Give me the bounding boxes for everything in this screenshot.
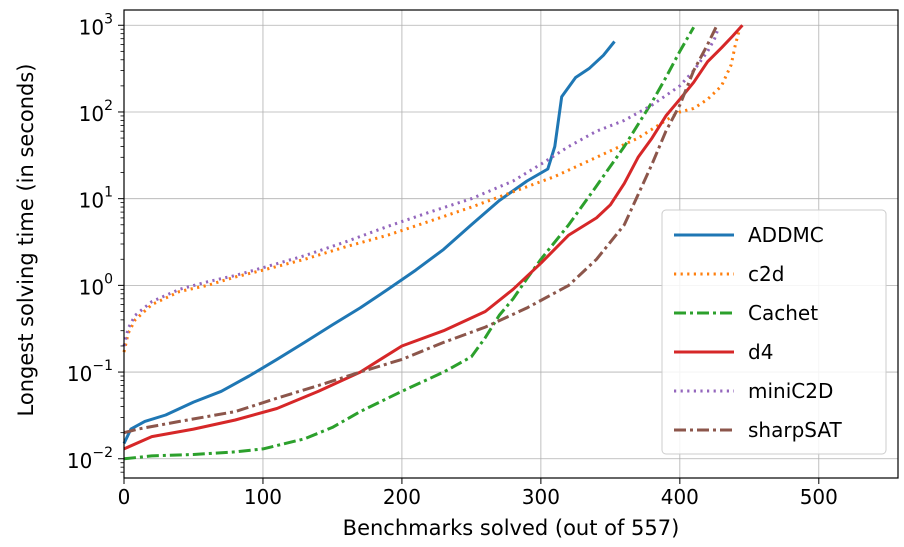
- series-lines: [122, 24, 744, 461]
- y-axis-label: Longest solving time (in seconds): [14, 64, 38, 417]
- x-tick-label: 200: [383, 485, 421, 509]
- legend: ADDMC c2d Cachet d4 miniC2D sharpSAT: [661, 209, 887, 455]
- y-tick-exponent: −1: [92, 358, 113, 374]
- y-tick-base: 10: [79, 102, 104, 126]
- y-tick-exponent: 2: [104, 98, 113, 114]
- y-tick-label: 103: [79, 11, 113, 39]
- x-tick-label: 400: [661, 485, 699, 509]
- y-tick-exponent: 0: [104, 271, 113, 287]
- x-tick-label: 500: [800, 485, 838, 509]
- series-line-addmc: [122, 40, 616, 445]
- y-tick-base: 10: [79, 275, 104, 299]
- legend-label: sharpSAT: [748, 418, 842, 442]
- x-tick-label: 300: [522, 485, 560, 509]
- x-tick-label: 0: [118, 485, 131, 509]
- series-line-sharpsat: [123, 26, 718, 435]
- y-tick-label: 100: [79, 271, 113, 299]
- series-line-minic2d: [122, 26, 721, 347]
- legend-label: d4: [748, 340, 773, 364]
- y-tick-label: 102: [79, 98, 113, 126]
- x-axis-label: Benchmarks solved (out of 557): [343, 516, 680, 540]
- y-tick-label: 10−1: [67, 358, 113, 386]
- y-tick-base: 10: [79, 15, 104, 39]
- legend-label: ADDMC: [748, 223, 824, 247]
- y-tick-base: 10: [67, 449, 92, 473]
- series-line-cachet: [123, 26, 696, 461]
- y-tick-exponent: 3: [104, 11, 113, 27]
- legend-label: Cachet: [748, 301, 818, 325]
- legend-box: [661, 209, 887, 455]
- y-tick-exponent: −2: [92, 445, 113, 461]
- series-line-c2d: [122, 28, 742, 353]
- legend-label: c2d: [748, 262, 784, 286]
- x-tick-label: 100: [244, 485, 282, 509]
- series-line-d4: [123, 24, 744, 451]
- y-tick-exponent: 1: [104, 185, 113, 201]
- y-tick-base: 10: [67, 362, 92, 386]
- y-tick-base: 10: [79, 189, 104, 213]
- y-tick-label: 10−2: [67, 445, 113, 473]
- x-axis-ticks: 0 100 200 300 400 500: [118, 478, 838, 509]
- legend-label: miniC2D: [748, 379, 833, 403]
- y-tick-label: 101: [79, 185, 113, 213]
